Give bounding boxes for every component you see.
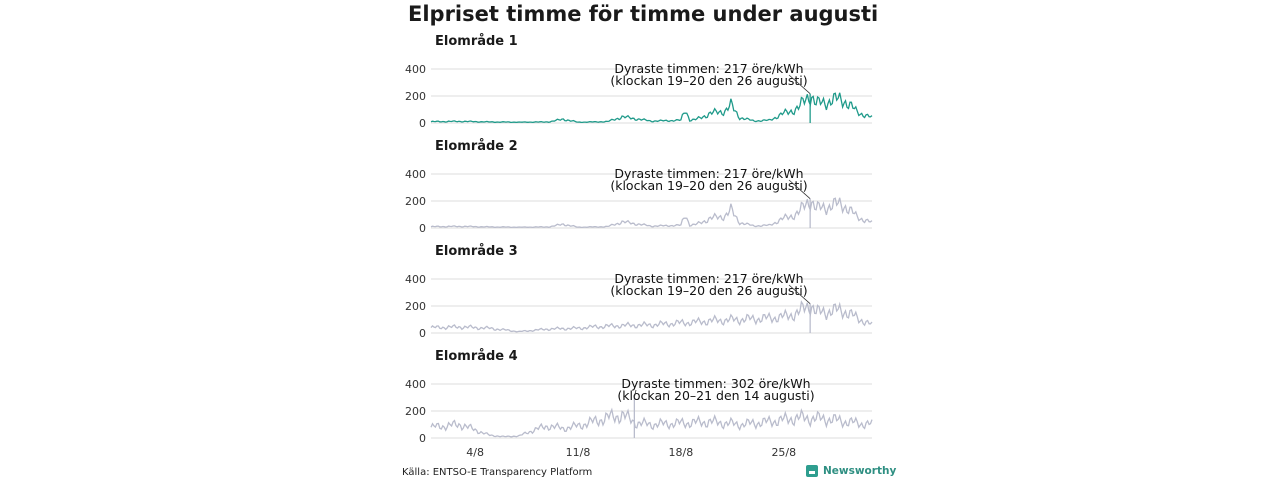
chart-title: Elpriset timme för timme under augusti [408,2,879,26]
y-tick-label: 400 [405,168,426,181]
y-tick-label: 0 [419,327,426,340]
panel-title: Elområde 2 [435,139,518,154]
annotation-leader [788,74,811,95]
brand-name: Newsworthy [823,465,897,477]
annotation-text: (klockan 20–21 den 14 augusti) [617,388,814,403]
y-tick-label: 200 [405,300,426,313]
annotation-text: (klockan 19–20 den 26 augusti) [610,73,807,88]
annotation-text: (klockan 19–20 den 26 augusti) [610,283,807,298]
annotation-leader [788,284,811,305]
source-note: Källa: ENTSO-E Transparency Platform [402,467,593,478]
series-line [430,300,873,333]
y-tick-label: 400 [405,378,426,391]
annotation-text: Dyraste timmen: 217 öre/kWh [614,271,803,286]
annotation-text: Dyraste timmen: 217 öre/kWh [614,61,803,76]
y-tick-label: 0 [419,222,426,235]
newsworthy-logo-icon [806,465,818,477]
y-tick-label: 400 [405,273,426,286]
y-tick-label: 200 [405,195,426,208]
annotation-text: (klockan 19–20 den 26 augusti) [610,178,807,193]
brand-logo: Newsworthy [806,465,896,477]
series-line [430,197,873,229]
x-tick-label: 4/8 [466,446,484,459]
y-tick-label: 0 [419,432,426,445]
annotation-leader [633,389,637,398]
panel-title: Elområde 4 [435,349,518,364]
y-tick-label: 200 [405,90,426,103]
y-tick-label: 0 [419,117,426,130]
series-line [430,92,873,124]
annotation-text: Dyraste timmen: 217 öre/kWh [614,166,803,181]
panel-title: Elområde 1 [435,34,518,49]
y-tick-label: 400 [405,63,426,76]
y-tick-label: 200 [405,405,426,418]
annotation-text: Dyraste timmen: 302 öre/kWh [621,376,810,391]
x-tick-label: 25/8 [771,446,796,459]
series-line [430,407,873,438]
annotation-leader [788,179,811,200]
x-tick-label: 18/8 [669,446,694,459]
x-tick-label: 11/8 [566,446,591,459]
panel-title: Elområde 3 [435,244,518,259]
